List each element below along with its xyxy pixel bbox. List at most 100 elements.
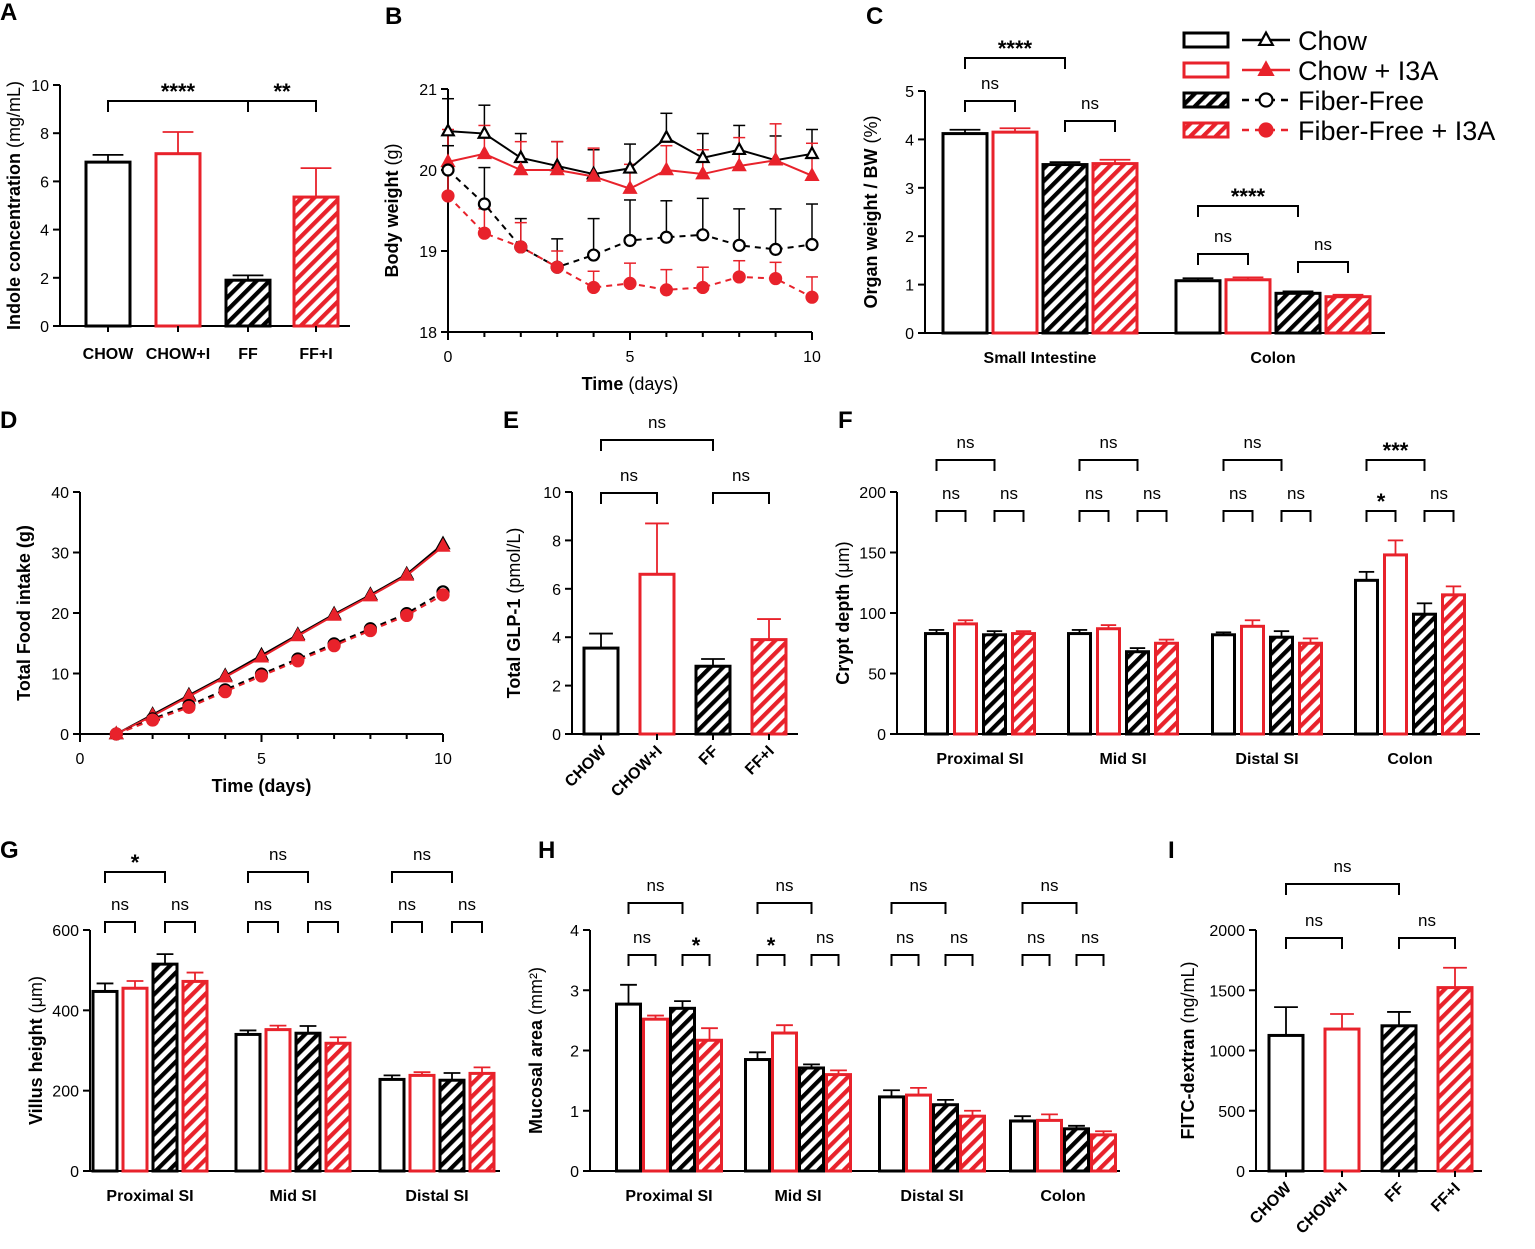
panel-letter: C bbox=[866, 3, 883, 30]
y-axis-label-unit: (mm²) bbox=[526, 967, 546, 1020]
significance-bracket bbox=[1398, 937, 1456, 949]
point-circle-filled bbox=[109, 727, 123, 741]
significance-bracket bbox=[247, 871, 309, 883]
significance-label: ns bbox=[633, 928, 651, 947]
x-axis-label: Time (days) bbox=[582, 374, 679, 394]
x-axis-label-main: Time bbox=[582, 374, 624, 394]
panel-d: D 0 10 20 30 40 0 5 10 Total Food intake (g) Time … bbox=[0, 407, 452, 796]
y-axis-label-main: Crypt depth bbox=[833, 584, 853, 685]
y-axis-label: Indole concentration (mg/mL) bbox=[4, 81, 24, 330]
bar bbox=[750, 638, 788, 736]
y-tick-label: 10 bbox=[31, 78, 49, 95]
y-tick-label: 50 bbox=[868, 667, 886, 684]
significance-bracket bbox=[964, 57, 1066, 69]
point-circle-filled bbox=[441, 189, 455, 203]
y-tick-label: 0 bbox=[60, 727, 69, 744]
panel-i: I 0 500 1000 1500 2000 FITC-dextran (ng/mL) CHO… bbox=[1168, 837, 1482, 1237]
x-tick-label: 0 bbox=[444, 349, 453, 366]
x-tick-label: FF bbox=[238, 346, 258, 363]
significance-bracket bbox=[1136, 510, 1168, 522]
significance-bracket bbox=[600, 492, 658, 504]
significance-label: ns bbox=[1418, 911, 1436, 930]
bar bbox=[224, 278, 272, 328]
significance-label: ns bbox=[1143, 484, 1161, 503]
significance-bracket bbox=[164, 921, 196, 933]
bar bbox=[1224, 278, 1272, 335]
y-tick-label: 0 bbox=[40, 319, 49, 336]
panel-letter: I bbox=[1168, 837, 1175, 864]
significance-label: ns bbox=[776, 876, 794, 895]
y-axis-label: Organ weight / BW (%) bbox=[861, 116, 881, 309]
point-triangle-open bbox=[1257, 30, 1275, 47]
y-axis-label-main: Total GLP-1 bbox=[504, 599, 524, 699]
significance-bracket bbox=[756, 902, 813, 914]
y-axis-label-unit: (mg/mL) bbox=[4, 81, 24, 153]
y-tick-label: 100 bbox=[859, 606, 886, 623]
y-tick-label: 20 bbox=[419, 163, 437, 180]
bar bbox=[181, 979, 209, 1173]
significance-bracket bbox=[810, 954, 840, 966]
x-group-label: Distal SI bbox=[1235, 751, 1298, 768]
point-circle-open bbox=[623, 233, 637, 248]
significance-bracket bbox=[1280, 510, 1312, 522]
series-line bbox=[115, 590, 444, 735]
point-triangle-filled bbox=[253, 648, 270, 663]
y-tick-label: 2 bbox=[905, 229, 914, 246]
y-axis-label-main: Indole concentration bbox=[4, 153, 24, 330]
bar bbox=[1096, 627, 1121, 736]
bar bbox=[991, 130, 1039, 335]
y-axis-label: Villus height (μm) bbox=[26, 976, 46, 1125]
significance-bracket bbox=[1021, 954, 1051, 966]
y-axis-label: FITC-dextran (ng/mL) bbox=[1178, 961, 1198, 1139]
significance-label: * bbox=[767, 933, 776, 958]
point-circle-open bbox=[1258, 92, 1274, 108]
bar bbox=[669, 1006, 696, 1173]
y-tick-label: 0 bbox=[552, 727, 561, 744]
y-axis-label-unit: (g) bbox=[382, 144, 402, 171]
y-tick-label: 5 bbox=[905, 84, 914, 101]
significance-bracket bbox=[391, 921, 423, 933]
point-triangle-filled bbox=[476, 145, 493, 160]
bar bbox=[408, 1073, 436, 1173]
significance-label: ns bbox=[1214, 227, 1232, 246]
bar bbox=[1041, 163, 1089, 335]
y-tick-label: 2000 bbox=[1209, 923, 1245, 940]
significance-label: ns bbox=[910, 876, 928, 895]
legend-label: Fiber-Free + I3A bbox=[1298, 116, 1495, 146]
legend-swatch bbox=[1182, 121, 1230, 139]
y-tick-label: 1000 bbox=[1209, 1044, 1245, 1061]
y-tick-label: 0 bbox=[1236, 1164, 1245, 1181]
x-tick-label: CHOW bbox=[83, 346, 135, 363]
x-group-label: Mid SI bbox=[269, 1188, 316, 1205]
y-tick-label: 6 bbox=[552, 582, 561, 599]
significance-bracket bbox=[681, 954, 711, 966]
point-triangle-open bbox=[804, 145, 820, 160]
bar bbox=[1240, 624, 1265, 736]
bar bbox=[234, 1032, 262, 1173]
y-tick-label: 3 bbox=[570, 983, 579, 1000]
point-triangle-filled bbox=[767, 151, 784, 166]
bar bbox=[1267, 1033, 1305, 1173]
significance-label: ns bbox=[1334, 857, 1352, 876]
significance-bracket bbox=[1285, 937, 1343, 949]
x-tick-label: FF+I bbox=[299, 346, 332, 363]
point-triangle-filled bbox=[1257, 60, 1275, 77]
bar bbox=[1211, 633, 1236, 736]
bar bbox=[1436, 986, 1474, 1173]
significance-bracket bbox=[1021, 902, 1078, 914]
legend-swatch bbox=[1182, 91, 1230, 109]
bar bbox=[694, 664, 732, 736]
bar bbox=[982, 633, 1007, 736]
point-circle-filled bbox=[696, 280, 710, 295]
bar bbox=[638, 572, 676, 736]
point-circle-filled bbox=[732, 270, 746, 284]
bar bbox=[1269, 635, 1294, 736]
x-group-label: Colon bbox=[1250, 350, 1295, 367]
panel-letter: E bbox=[503, 407, 519, 434]
bar bbox=[798, 1066, 825, 1173]
y-tick-label: 40 bbox=[51, 485, 69, 502]
bar bbox=[1324, 295, 1372, 335]
x-tick-label: CHOW bbox=[1247, 1179, 1295, 1227]
